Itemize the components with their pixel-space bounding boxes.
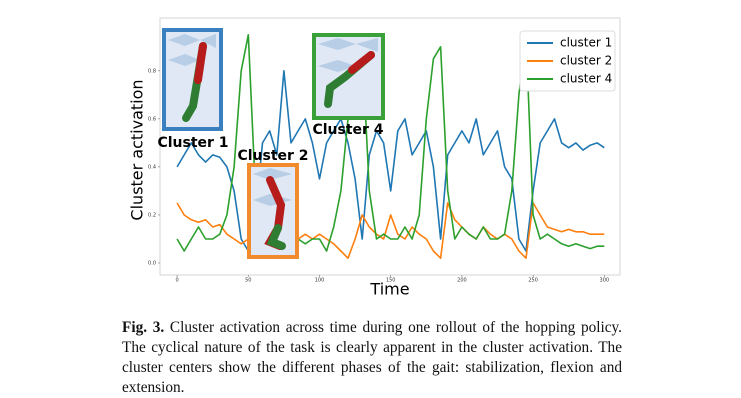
legend-label: cluster 1 xyxy=(560,36,612,50)
y-tick-label: 0.0 xyxy=(148,260,156,266)
y-axis-label: Cluster activation xyxy=(128,79,147,220)
inset-cluster-1: Cluster 1 xyxy=(157,28,229,151)
series-line xyxy=(176,34,605,252)
caption-text: Cluster activation across time during on… xyxy=(122,319,623,396)
floor-pattern xyxy=(168,34,216,66)
x-tick-label: 150 xyxy=(386,278,396,284)
annotation: Cluster 4 xyxy=(312,122,383,138)
annotation: Cluster 1 xyxy=(157,135,228,151)
y-tick-label: 0.6 xyxy=(148,116,156,122)
x-tick-label: 100 xyxy=(315,278,325,284)
legend: cluster 1 cluster 2 cluster 4 xyxy=(519,30,616,92)
x-tick-label: 250 xyxy=(528,278,538,284)
y-tick-label: 0.2 xyxy=(148,212,156,218)
x-tick-label: 300 xyxy=(600,278,610,284)
robot-leg xyxy=(266,224,286,250)
legend-label: cluster 4 xyxy=(560,72,612,86)
annotation: Cluster 2 xyxy=(237,148,308,164)
x-tick-label: 0 xyxy=(175,278,178,284)
series-line xyxy=(176,202,605,259)
y-tick-label: 0.8 xyxy=(148,68,156,74)
robot-leg xyxy=(348,51,375,74)
legend-box xyxy=(519,30,616,92)
floor-pattern xyxy=(253,168,292,206)
x-tick-label: 200 xyxy=(457,278,467,284)
robot-leg xyxy=(194,42,207,84)
plot-frame xyxy=(159,17,621,276)
x-axis-label: Time xyxy=(369,280,409,299)
x-tick-label: 50 xyxy=(245,278,251,284)
inset-cluster-4: Cluster 4 xyxy=(312,33,385,138)
chart: 0 50 100 150 200 250 300 0.0 0.2 0.4 0.6 0.8 Time C… xyxy=(128,17,621,299)
caption-label: Fig. 3. xyxy=(122,319,165,336)
y-tick-label: 0.4 xyxy=(148,164,156,170)
caption: Fig. 3. Cluster activation across time d… xyxy=(122,318,622,398)
floor-pattern xyxy=(318,38,378,72)
inset-cluster-2: Cluster 2 xyxy=(237,148,309,259)
legend-label: cluster 2 xyxy=(560,54,612,68)
